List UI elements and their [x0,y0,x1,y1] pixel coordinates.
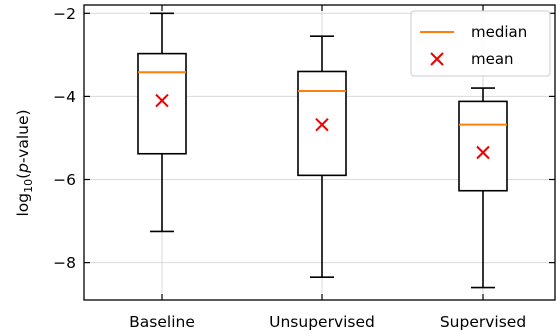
legend: median mean [410,10,551,77]
box-layer [137,12,508,289]
y-tick-label: −6 [53,171,76,189]
y-axis-label-rest: -value) [14,109,32,163]
y-axis-label-log: log [14,193,32,217]
y-tick-label: −8 [53,254,76,272]
y-axis-label-p: p [14,163,32,174]
box-baseline [137,12,187,233]
x-tick-label-supervised: Supervised [440,313,526,331]
x-tick-label-unsupervised: Unsupervised [269,313,375,331]
plot-frame [83,4,556,301]
y-axis-label-subscript: 10 [22,179,35,193]
legend-frame [410,10,551,77]
legend-mean-marker [430,52,444,66]
box-unsupervised [297,35,347,278]
legend-mean-label: mean [471,50,514,68]
mean-marker [476,145,490,160]
iqr-box [458,100,508,192]
x-axis-ticks: Baseline Unsupervised Supervised [129,5,526,331]
iqr-box [137,52,187,155]
mean-marker [155,93,169,108]
box-supervised [458,87,508,289]
y-tick-label: −4 [53,88,76,106]
y-axis-ticks: −2 −4 −6 −8 [53,5,555,272]
mean-marker [315,117,329,132]
legend-median-label: median [471,23,527,41]
y-tick-label: −2 [53,5,76,23]
y-axis-label-open-paren: ( [14,173,32,179]
y-axis-label: log10(p-value) [14,109,35,216]
x-tick-label-baseline: Baseline [129,313,195,331]
